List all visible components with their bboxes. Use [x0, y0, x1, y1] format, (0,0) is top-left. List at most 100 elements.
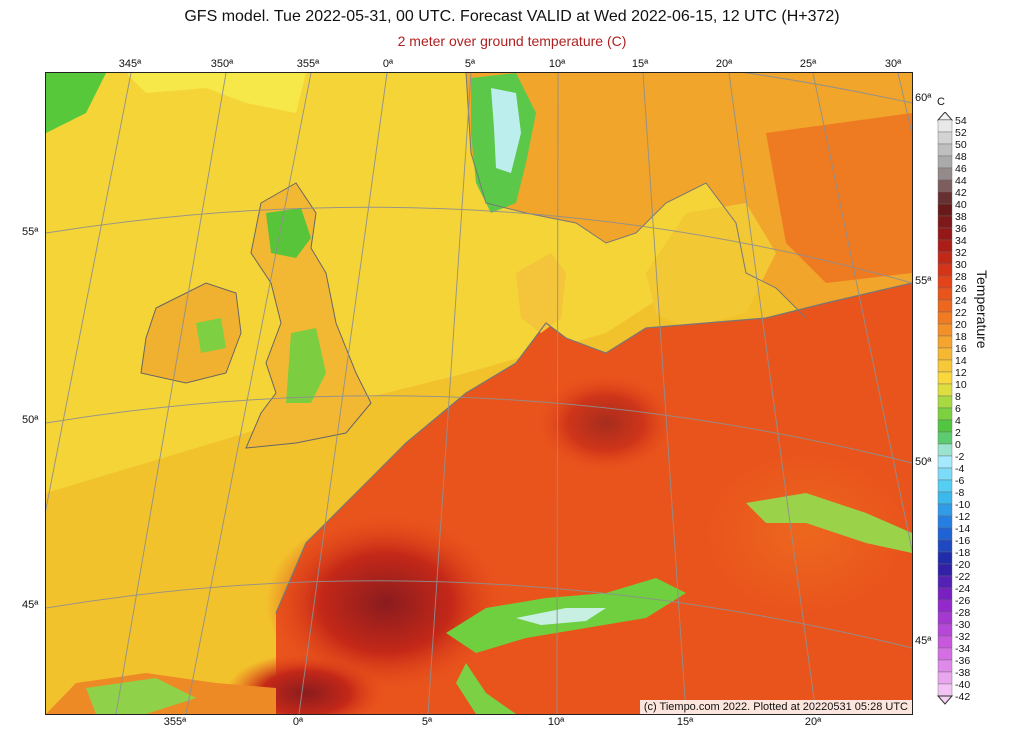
graticule — [46, 73, 912, 714]
colorbar-tick-label: 26 — [955, 283, 967, 295]
colorbar-swatch — [937, 359, 953, 373]
colorbar-tick-label: 44 — [955, 175, 967, 187]
norway-snow — [491, 88, 521, 173]
alps-snow — [516, 608, 606, 625]
colorbar-tick-label: 8 — [955, 391, 961, 403]
lon-label-top: 25ª — [799, 58, 817, 70]
colorbar-swatch — [937, 239, 953, 253]
colorbar-swatch — [937, 371, 953, 385]
land-ireland — [141, 283, 241, 383]
colorbar-tick-label: 34 — [955, 235, 967, 247]
atlantic-cool-corner — [46, 73, 106, 133]
colorbar-tick-label: -32 — [955, 631, 970, 643]
colorbar-tick-label: 0 — [955, 439, 961, 451]
colorbar-swatch — [937, 587, 953, 601]
colorbar-tick-label: -22 — [955, 571, 970, 583]
colorbar-swatch — [937, 323, 953, 337]
warm-glow-east — [706, 453, 906, 613]
lat-label-right: 50ª — [915, 456, 932, 468]
map-title: GFS model. Tue 2022-05-31, 00 UTC. Forec… — [184, 8, 840, 25]
colorbar-swatch — [937, 311, 953, 325]
colorbar-tick-label: -30 — [955, 619, 970, 631]
lat-label-left: 50ª — [22, 414, 39, 426]
alps-south-arc — [456, 663, 516, 714]
colorbar-swatch — [937, 467, 953, 481]
meridian-0 — [298, 73, 388, 714]
colorbar-tick-label: 4 — [955, 415, 961, 427]
copyright-note: (c) Tiempo.com 2022. Plotted at 20220531… — [639, 700, 912, 714]
lat-label-right: 55ª — [915, 275, 932, 287]
lat-label-left: 45ª — [22, 599, 39, 611]
lat-label-right: 60ª — [915, 92, 932, 104]
colorbar-swatch — [937, 635, 953, 649]
colorbar-tick-label: -36 — [955, 655, 970, 667]
colorbar-tick-label: 50 — [955, 139, 967, 151]
colorbar-swatch — [937, 143, 953, 157]
colorbar-swatch — [937, 131, 953, 145]
lon-label-bottom: 355ª — [163, 716, 187, 728]
colorbar-tick-label: -16 — [955, 535, 970, 547]
colorbar-unit: C — [937, 96, 945, 108]
atlantic-cool-top — [126, 73, 306, 113]
lon-label-top: 0ª — [382, 58, 394, 70]
meridian-25 — [812, 73, 912, 553]
colorbar-swatch — [937, 335, 953, 349]
colorbar-tick-label: -6 — [955, 475, 964, 487]
colorbar-swatch — [937, 395, 953, 409]
colorbar-swatch — [937, 419, 953, 433]
colorbar-tick-label: -24 — [955, 583, 970, 595]
colorbar-swatch — [937, 191, 953, 205]
meridian-10 — [556, 73, 559, 714]
colorbar-tick-label: -10 — [955, 499, 970, 511]
colorbar-swatch — [937, 515, 953, 529]
parallel-50 — [46, 395, 912, 464]
meridian-350 — [115, 73, 227, 714]
colorbar-tick-label: 18 — [955, 331, 967, 343]
colorbar-tick-label: 48 — [955, 151, 967, 163]
colorbar-tick-label: 24 — [955, 295, 967, 307]
colorbar-swatch — [937, 215, 953, 229]
colorbar-swatch — [937, 491, 953, 505]
colorbar-swatch — [937, 599, 953, 613]
colorbar-tick-label: 32 — [955, 247, 967, 259]
colorbar-swatch — [937, 263, 953, 277]
colorbar-swatch — [937, 299, 953, 313]
colorbar-swatch — [937, 611, 953, 625]
lon-label-bottom: 5ª — [421, 716, 433, 728]
colorbar-tick-label: 10 — [955, 379, 967, 391]
temperature-map[interactable]: (c) Tiempo.com 2022. Plotted at 20220531… — [45, 72, 913, 715]
coastline-ireland — [140, 282, 242, 384]
colorbar-tick-label: -20 — [955, 559, 970, 571]
meridian-15 — [642, 73, 687, 714]
baltic-sea — [646, 203, 776, 328]
colorbar-swatch — [937, 443, 953, 457]
colorbar-swatch — [937, 683, 953, 697]
colorbar-tick-label: 20 — [955, 319, 967, 331]
hot-core-france — [266, 513, 506, 693]
temperature-colorbar: 5452504846444240383634323028262422201816… — [936, 112, 970, 705]
colorbar-tick-label: 6 — [955, 403, 961, 415]
colorbar-swatch — [937, 575, 953, 589]
colorbar-tick-label: 42 — [955, 187, 967, 199]
colorbar-tick-label: 54 — [955, 115, 967, 127]
lon-label-top: 30ª — [884, 58, 902, 70]
lon-label-top: 355ª — [296, 58, 320, 70]
colorbar-swatch — [937, 167, 953, 181]
colorbar-tick-label: 28 — [955, 271, 967, 283]
colorbar-tick-label: -34 — [955, 643, 970, 655]
lon-label-top: 10ª — [548, 58, 566, 70]
colorbar-tick-label: -26 — [955, 595, 970, 607]
colorbar-swatch — [937, 503, 953, 517]
colorbar-tick-label: -2 — [955, 451, 964, 463]
lat-label-right: 45ª — [915, 635, 932, 647]
colorbar-tick-label: 36 — [955, 223, 967, 235]
colorbar-swatch — [937, 671, 953, 685]
lon-label-top: 20ª — [715, 58, 733, 70]
colorbar-tick-label: 40 — [955, 199, 967, 211]
colorbar-swatch — [937, 623, 953, 637]
colorbar-tick-label: 12 — [955, 367, 967, 379]
map-canvas — [46, 73, 912, 714]
colorbar-title: Temperature — [974, 270, 990, 349]
parallel-55 — [46, 206, 912, 284]
colorbar-swatch — [937, 203, 953, 217]
